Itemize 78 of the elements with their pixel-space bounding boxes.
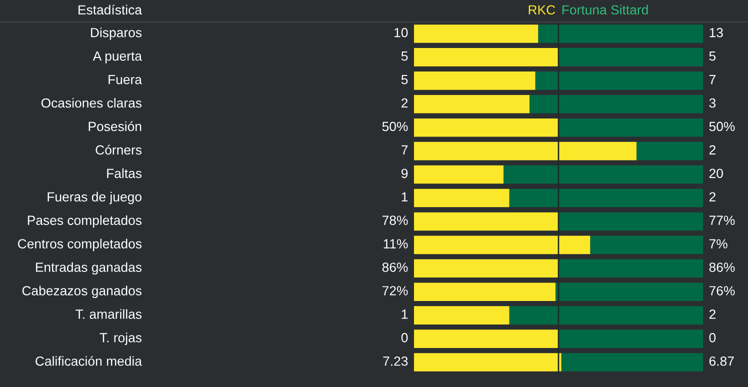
text: 10: [394, 28, 408, 38]
text: 7%: [709, 239, 728, 248]
bar: [538, 24, 703, 43]
bar: [414, 72, 536, 90]
text: 0: [401, 333, 408, 342]
text: 72%: [382, 286, 408, 296]
bar: [590, 236, 703, 254]
text: 78%: [382, 216, 408, 226]
text: 5: [709, 52, 716, 61]
text: 86%: [709, 262, 735, 272]
bar: [558, 330, 703, 348]
bar: [414, 118, 558, 137]
bar: [558, 48, 703, 66]
text: 86%: [382, 262, 408, 272]
text: 5: [401, 75, 408, 84]
bar: [414, 142, 637, 160]
y-tick-label: Calificación media: [36, 356, 142, 366]
y-tick-label: Entradas ganadas: [36, 262, 142, 275]
text: 1: [402, 310, 408, 319]
text: 7.23: [383, 356, 408, 366]
bar: [509, 188, 703, 208]
series-label: Fortuna Sittard: [562, 4, 648, 15]
bar: [414, 282, 556, 302]
text: 76%: [709, 286, 735, 296]
text: 20: [709, 168, 723, 178]
bar: [504, 165, 703, 184]
text: 11%: [384, 239, 408, 248]
text: 3: [709, 98, 716, 108]
bar: [414, 165, 504, 184]
bar: [561, 353, 703, 372]
text: 1: [402, 192, 408, 202]
bar: [414, 188, 510, 208]
y-tick-label: Pases completados: [28, 215, 142, 228]
bar: [414, 259, 558, 278]
y-tick-label: Disparos: [91, 28, 142, 40]
bar: [509, 306, 703, 324]
bar: [414, 330, 558, 348]
y-tick-label: Ocasiones claras: [41, 98, 142, 108]
bar: [414, 94, 530, 114]
y-tick-label: T. rojas: [100, 332, 142, 345]
bar: [530, 94, 703, 114]
bar: [556, 282, 703, 302]
y-tick-label: Faltas: [107, 168, 142, 178]
text: 13: [710, 28, 723, 38]
y-tick-label: A puerta: [92, 52, 142, 64]
text: 0: [709, 333, 716, 342]
bar: [558, 118, 703, 137]
text: 77%: [709, 216, 735, 225]
bar: [414, 306, 510, 324]
text: 50%: [382, 122, 408, 132]
bar: [535, 72, 703, 90]
y-tick-label: Posesión: [88, 121, 142, 132]
text: 5: [401, 52, 408, 61]
text: 2: [709, 310, 716, 319]
bar: [414, 48, 558, 66]
y-axis-title: Estadística: [78, 4, 142, 15]
bar: [414, 353, 562, 372]
bar: [636, 142, 703, 160]
series-label: RKC: [528, 5, 556, 15]
bar: [414, 236, 590, 254]
text: 6.87: [709, 356, 734, 366]
text: 2: [402, 98, 408, 108]
text: 50%: [709, 122, 735, 132]
text: 9: [402, 168, 408, 178]
y-tick-label: Cabezazos ganados: [22, 286, 142, 298]
text: 7: [709, 75, 716, 84]
text: 7: [402, 145, 408, 154]
y-tick-label: Centros completados: [18, 238, 142, 252]
bar: [558, 259, 703, 278]
y-tick-label: Fuera: [108, 75, 142, 84]
text: 2: [709, 145, 716, 154]
y-tick-label: Fueras de juego: [48, 192, 142, 204]
y-tick-label: Córners: [96, 144, 142, 155]
bar: [558, 212, 703, 231]
bar: [414, 212, 558, 231]
text: 2: [709, 192, 716, 202]
y-tick-label: T. amarillas: [76, 309, 142, 319]
bar: [414, 24, 538, 43]
